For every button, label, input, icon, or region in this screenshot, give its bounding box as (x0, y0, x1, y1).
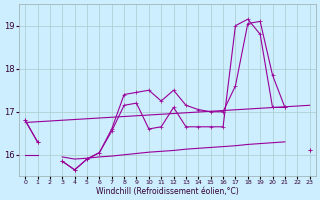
X-axis label: Windchill (Refroidissement éolien,°C): Windchill (Refroidissement éolien,°C) (96, 187, 239, 196)
